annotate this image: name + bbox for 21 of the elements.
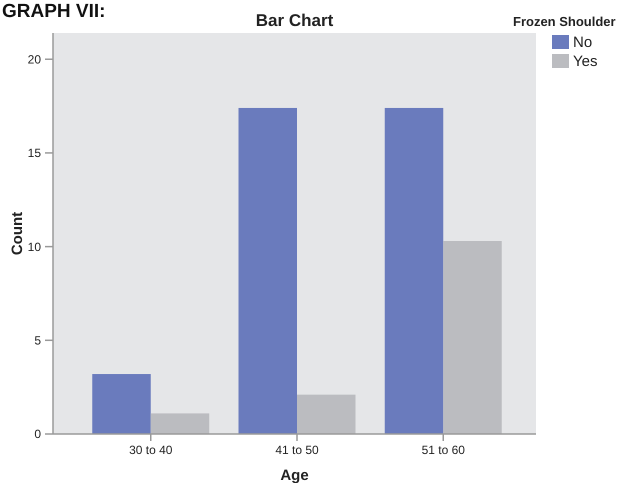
y-tick-label: 5: [34, 334, 42, 348]
x-tick-label: 30 to 40: [129, 443, 173, 457]
bar: [443, 240, 502, 434]
bar: [384, 108, 444, 434]
y-tick-label: 0: [34, 427, 42, 442]
legend-title: Frozen Shoulder: [513, 14, 616, 29]
y-tick-label: 20: [28, 52, 42, 66]
x-tick-label: 51 to 60: [422, 443, 466, 457]
bar: [297, 394, 356, 434]
text: GRAPH VII:: [2, 1, 106, 22]
bar: [92, 374, 151, 434]
y-axis-title: Count: [9, 212, 26, 256]
legend-label: Yes: [573, 53, 598, 70]
y-tick-label: 15: [28, 146, 42, 160]
bar: [238, 108, 297, 434]
chart-title: Bar Chart: [256, 11, 334, 30]
y-tick-label: 10: [28, 240, 42, 254]
bar: [150, 413, 210, 434]
x-axis-title: Age: [280, 467, 309, 483]
x-tick-label: 41 to 50: [275, 443, 320, 457]
legend-label: No: [573, 34, 592, 51]
